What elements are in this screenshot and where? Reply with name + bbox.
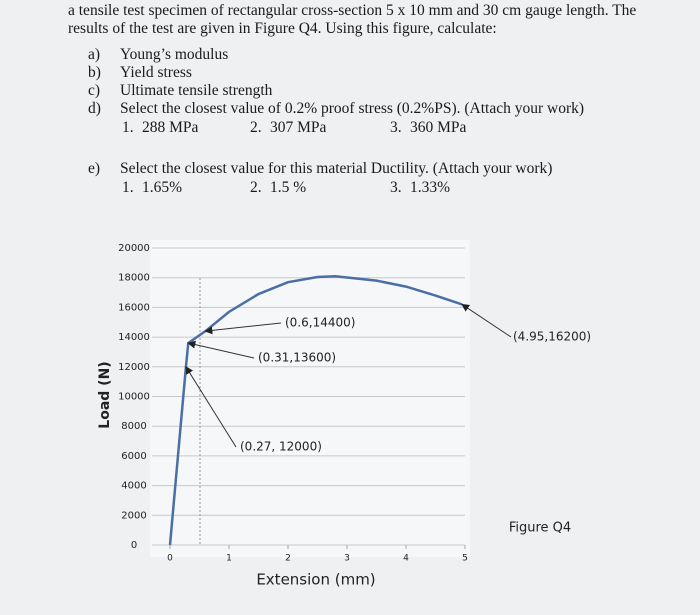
item-text: Young’s modulus [120, 46, 229, 63]
y-tick-label: 18000 [118, 273, 150, 284]
option-text: 307 MPa [270, 119, 327, 136]
x-tick-label: 1 [226, 554, 232, 564]
option-label: 2. [250, 119, 262, 136]
annotation-label: (0.6,14400) [285, 316, 355, 330]
item-label: d) [88, 100, 101, 117]
y-tick-label: 0 [131, 540, 137, 551]
y-tick-label: 20000 [118, 243, 150, 254]
annotation-arrow [187, 340, 255, 359]
x-tick-label: 5 [462, 554, 468, 564]
item-text: Yield stress [120, 64, 192, 81]
y-tick-label: 16000 [118, 302, 150, 313]
option-label: 1. [122, 119, 134, 136]
item-label: a) [88, 46, 101, 63]
y-tick-label: 10000 [118, 392, 150, 403]
option-label: 1. [122, 179, 134, 196]
annotation-label: (0.31,13600) [258, 351, 336, 365]
intro-line: results of the test are given in Figure … [68, 20, 497, 37]
option-text: 360 MPa [410, 119, 467, 136]
x-axis-label: Extension (mm) [256, 571, 375, 589]
y-tick-label: 6000 [121, 451, 146, 462]
x-tick-label: 2 [285, 554, 291, 564]
x-tick-label: 4 [403, 554, 409, 564]
option-text: 1.65% [142, 179, 183, 196]
figure-caption: Figure Q4 [509, 521, 571, 536]
y-tick-label: 2000 [121, 510, 146, 521]
x-tick-label: 3 [344, 554, 350, 564]
item-text: Select the closest value for this materi… [120, 160, 553, 177]
annotation-arrow [461, 303, 512, 338]
item-label: e) [88, 160, 101, 177]
option-label: 2. [250, 179, 262, 196]
annotation-arrow [185, 365, 237, 448]
y-axis-label: Load (N) [97, 361, 113, 428]
y-tick-label: 4000 [121, 481, 146, 492]
item-text: Ultimate tensile strength [120, 82, 273, 99]
option-text: 1.33% [410, 179, 451, 196]
option-label: 3. [390, 179, 402, 196]
annotation-label: (4.95,16200) [513, 330, 591, 344]
item-label: c) [88, 82, 101, 99]
x-tick-label: 0 [167, 554, 173, 564]
option-text: 288 MPa [142, 119, 199, 136]
y-tick-label: 12000 [118, 362, 150, 373]
annotation-arrow [204, 322, 282, 335]
y-tick-label: 8000 [121, 421, 146, 432]
option-text: 1.5 % [270, 179, 307, 196]
plot-area [150, 240, 470, 557]
y-tick-label: 14000 [118, 332, 150, 343]
annotation-label: (0.27, 12000) [240, 440, 322, 454]
option-label: 3. [390, 119, 402, 136]
item-label: b) [88, 64, 101, 81]
intro-line: a tensile test specimen of rectangular c… [68, 2, 637, 19]
item-text: Select the closest value of 0.2% proof s… [120, 100, 585, 117]
